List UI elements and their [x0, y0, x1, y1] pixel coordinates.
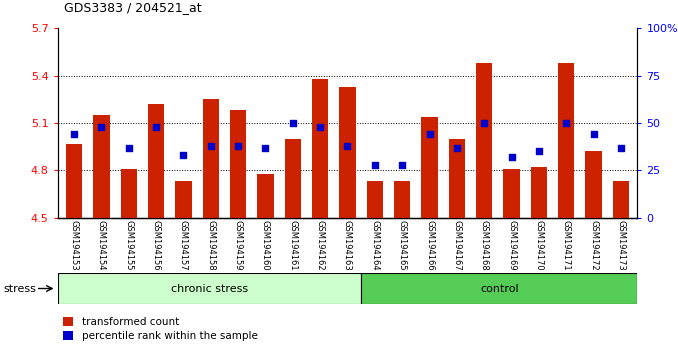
Point [397, 162, 407, 167]
Point [506, 154, 517, 160]
Point [96, 124, 107, 130]
Text: GSM194168: GSM194168 [480, 221, 489, 271]
Bar [531, 167, 547, 218]
Bar [148, 104, 164, 218]
Bar [394, 181, 410, 218]
Text: GSM194155: GSM194155 [124, 221, 133, 271]
Point [260, 145, 271, 150]
Text: chronic stress: chronic stress [171, 284, 248, 293]
Point [452, 145, 462, 150]
Bar [203, 99, 219, 218]
Point [616, 145, 626, 150]
Bar [285, 139, 301, 218]
Point [123, 145, 134, 150]
Text: GSM194162: GSM194162 [316, 221, 325, 271]
Bar [503, 169, 520, 218]
Point [68, 132, 79, 137]
Bar [476, 63, 492, 218]
Point [287, 120, 298, 126]
Point [479, 120, 490, 126]
Text: GSM194163: GSM194163 [343, 221, 352, 271]
Point [370, 162, 380, 167]
Text: GSM194161: GSM194161 [288, 221, 297, 271]
Text: GSM194165: GSM194165 [398, 221, 407, 271]
Text: GSM194157: GSM194157 [179, 221, 188, 271]
Text: GSM194170: GSM194170 [534, 221, 543, 271]
Text: GSM194154: GSM194154 [97, 221, 106, 271]
Bar [613, 181, 629, 218]
Text: GSM194166: GSM194166 [425, 221, 434, 271]
Bar [421, 117, 438, 218]
Text: control: control [480, 284, 519, 293]
Point [534, 149, 544, 154]
Bar [58, 273, 361, 304]
Text: GSM194158: GSM194158 [206, 221, 215, 271]
Text: GSM194164: GSM194164 [370, 221, 379, 271]
Text: GDS3383 / 204521_at: GDS3383 / 204521_at [64, 1, 202, 14]
Text: GSM194153: GSM194153 [70, 221, 79, 271]
Bar [585, 152, 602, 218]
Bar [361, 273, 637, 304]
Bar [367, 181, 383, 218]
Text: GSM194156: GSM194156 [152, 221, 161, 271]
Text: GSM194159: GSM194159 [234, 221, 243, 271]
Point [178, 152, 189, 158]
Point [233, 143, 243, 149]
Text: GSM194172: GSM194172 [589, 221, 598, 271]
Legend: transformed count, percentile rank within the sample: transformed count, percentile rank withi… [63, 317, 258, 341]
Point [151, 124, 161, 130]
Bar [121, 169, 137, 218]
Point [588, 132, 599, 137]
Bar [257, 173, 274, 218]
Bar [312, 79, 328, 218]
Bar [449, 139, 465, 218]
Point [205, 143, 216, 149]
Point [342, 143, 353, 149]
Text: GSM194171: GSM194171 [562, 221, 571, 271]
Text: GSM194169: GSM194169 [507, 221, 516, 271]
Bar [339, 87, 356, 218]
Text: GSM194160: GSM194160 [261, 221, 270, 271]
Bar [175, 181, 192, 218]
Point [424, 132, 435, 137]
Bar [558, 63, 574, 218]
Point [315, 124, 325, 130]
Bar [230, 110, 246, 218]
Text: GSM194173: GSM194173 [616, 221, 625, 271]
Bar [66, 143, 82, 218]
Text: GSM194167: GSM194167 [452, 221, 461, 271]
Bar [93, 115, 110, 218]
Point [561, 120, 572, 126]
Text: stress: stress [3, 284, 36, 293]
